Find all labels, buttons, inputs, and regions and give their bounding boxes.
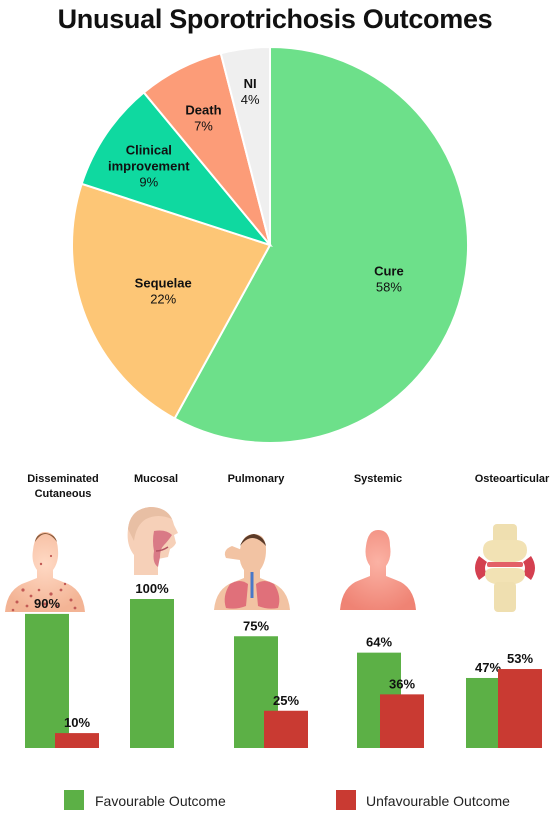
pie-slice-ni — [219, 45, 271, 246]
category-label: Mucosal — [134, 473, 178, 485]
unfavourable-bar — [380, 694, 424, 748]
skin-lesions-torso-icon — [5, 532, 85, 612]
unfavourable-bar — [498, 669, 542, 748]
category-label: Osteoarticular — [475, 473, 550, 485]
unfavourable-bar — [55, 733, 99, 748]
pie-label-name: NI — [244, 76, 257, 91]
knee-joint-icon — [475, 524, 535, 612]
bar-chart: Disseminated Cutaneous 90% 10% Mucosal 100% Pu… — [5, 473, 550, 810]
favourable-bar — [130, 599, 174, 748]
bar-value-label: 90% — [34, 596, 60, 611]
category-label: Systemic — [354, 473, 402, 485]
pie-label-value: 4% — [241, 92, 260, 107]
bar-value-label: 25% — [273, 693, 299, 708]
pie-slice-sequelae — [71, 182, 272, 420]
pie-label-value: 58% — [376, 280, 402, 295]
bar-value-label: 100% — [135, 581, 169, 596]
bar-value-label: 36% — [389, 676, 415, 691]
legend-swatch — [336, 790, 356, 810]
pie-label-name: Cure — [374, 264, 404, 279]
body-silhouette-icon — [340, 530, 416, 610]
pie-label-name: Sequelae — [135, 275, 192, 290]
pie-label: NI4% — [241, 76, 260, 107]
pie-label-name: improvement — [108, 159, 190, 174]
pie-label-value: 22% — [150, 291, 176, 306]
favourable-bar — [25, 613, 69, 748]
unfavourable-bar — [264, 710, 308, 748]
bar-value-label: 53% — [507, 651, 533, 666]
pie-label-name: Clinical — [126, 143, 172, 158]
chart-title: Unusual Sporotrichosis Outcomes — [57, 4, 493, 34]
bar-value-label: 10% — [64, 715, 90, 730]
category-label: Disseminated — [27, 473, 99, 485]
category-label: Pulmonary — [228, 473, 286, 485]
legend-label: Favourable Outcome — [95, 793, 226, 809]
pie-label-name: Death — [185, 102, 221, 117]
lungs-torso-icon — [214, 534, 290, 610]
pie-label-value: 9% — [139, 175, 158, 190]
bar-value-label: 64% — [366, 635, 392, 650]
legend-label: Unfavourable Outcome — [366, 793, 510, 809]
legend-swatch — [64, 790, 84, 810]
pie-label-value: 7% — [194, 118, 213, 133]
bar-value-label: 47% — [475, 660, 501, 675]
pie-slice-clinical-improvement — [80, 91, 273, 248]
category-label: Cutaneous — [35, 488, 92, 500]
pie-slice-cure — [173, 45, 469, 444]
bar-value-label: 75% — [243, 618, 269, 633]
head-profile-icon — [127, 507, 178, 575]
